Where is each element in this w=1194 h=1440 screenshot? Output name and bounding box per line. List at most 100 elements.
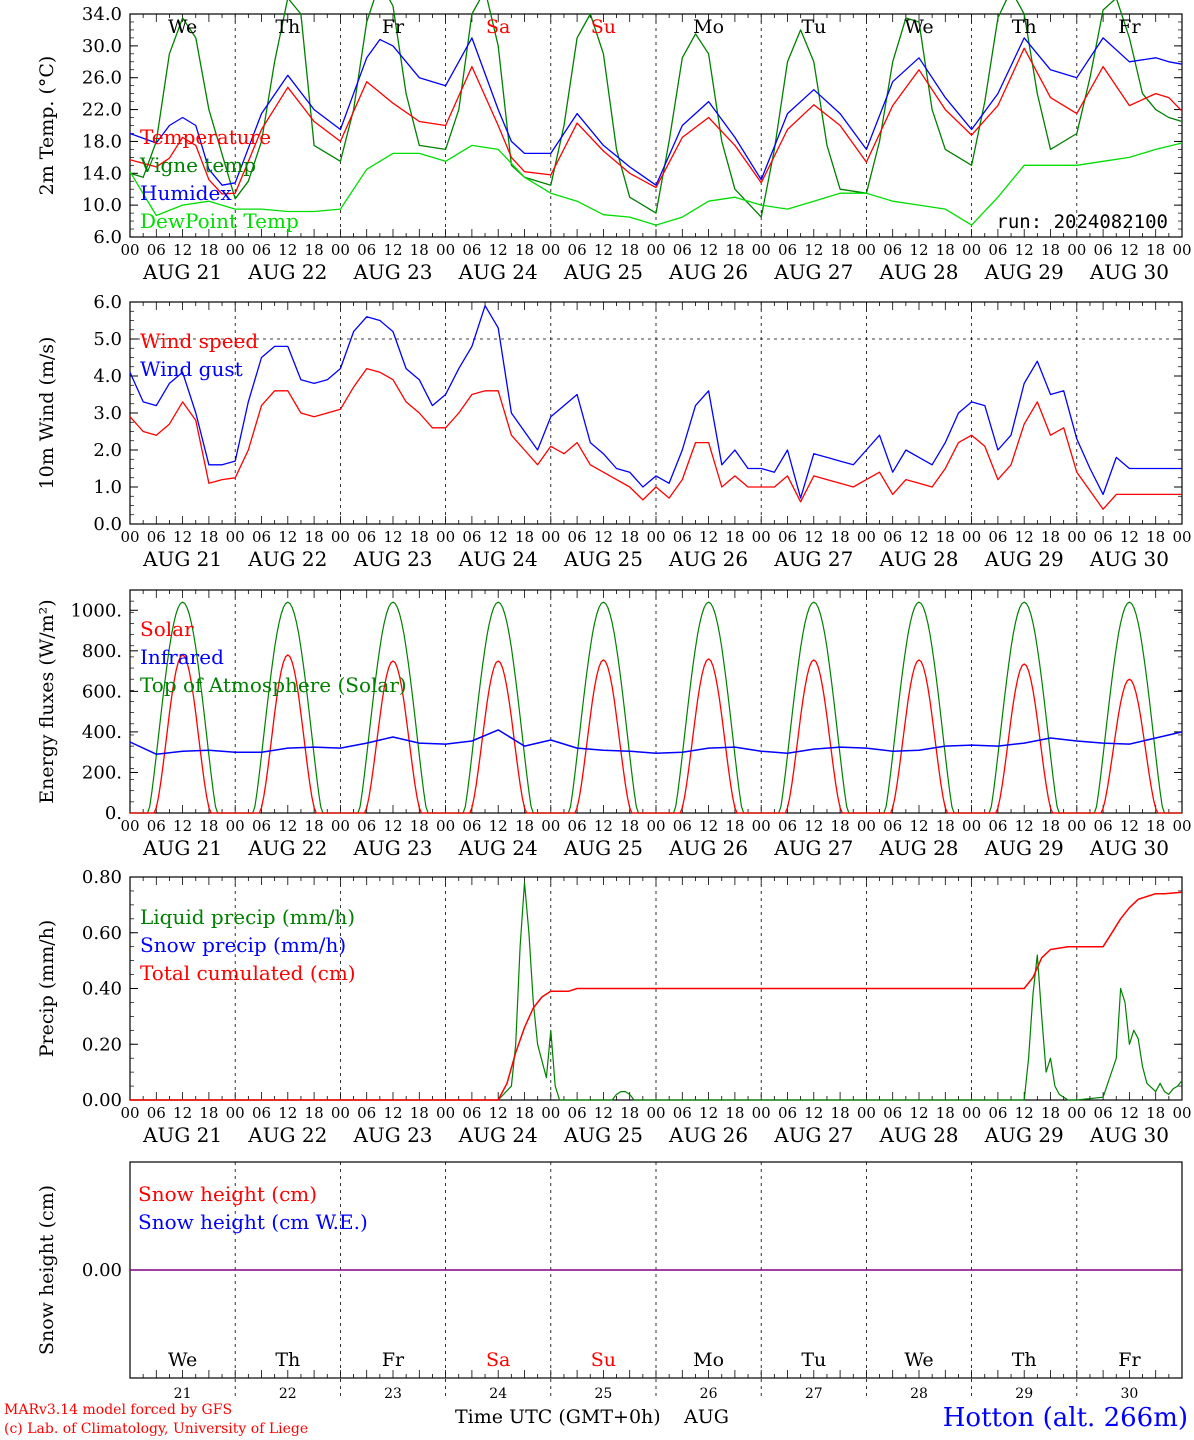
day-label: AUG 30 [1089,547,1169,571]
hour-label: 12 [1120,817,1139,835]
hour-label: 06 [988,817,1007,835]
hour-label: 00 [331,817,350,835]
day-label: AUG 24 [458,1123,538,1147]
y-tick-label: 0.00 [82,1260,122,1281]
hour-label: 06 [462,817,481,835]
hour-label: 18 [831,817,850,835]
day-label: AUG 28 [878,1123,958,1147]
hour-label: 18 [515,1104,534,1122]
hour-label: 06 [357,1104,376,1122]
hour-label: 00 [541,1104,560,1122]
legend-wind-gust: Wind gust [140,357,243,381]
hour-label: 12 [278,1104,297,1122]
hour-label: 18 [1041,241,1060,259]
hour-label: 00 [541,528,560,546]
weekday-label: Th [1012,16,1037,38]
hour-label: 00 [541,817,560,835]
hour-label: 18 [305,528,324,546]
hour-label: 18 [1041,1104,1060,1122]
legend-dewpoint-temp: DewPoint Temp [140,209,299,233]
hour-label: 18 [831,528,850,546]
hour-label: 00 [120,817,139,835]
day-number: 22 [279,1386,297,1402]
month-label: AUG [683,1406,729,1428]
hour-label: 06 [883,1104,902,1122]
y-axis-title: Snow height (cm) [36,1185,58,1355]
day-label: AUG 29 [984,260,1064,284]
hour-label: 18 [936,241,955,259]
x-labels-1: 00 06 12 18 00 06 12 18 00 06 12 18 00 06 12 18 00 06 12 18… [120,241,1191,284]
panel-2 [129,301,1183,525]
series-line-solar [130,654,1182,814]
hour-label: 06 [673,817,692,835]
y-tick-label: 600. [82,681,122,702]
hour-label: 00 [226,1104,245,1122]
hour-label: 12 [489,528,508,546]
hour-label: 06 [568,241,587,259]
hour-label: 12 [489,241,508,259]
day-number: 30 [1120,1386,1138,1402]
hour-label: 00 [436,817,455,835]
day-number: 25 [594,1386,612,1402]
series-line-wind-speed [129,367,1182,510]
y-tick-label: 30.0 [82,36,122,57]
legend-total-cumulated-cm: Total cumulated (cm) [140,961,356,985]
hour-label: 12 [594,1104,613,1122]
day-label: AUG 22 [247,260,327,284]
hour-label: 06 [988,528,1007,546]
weekday-label: We [904,1349,933,1371]
day-label: AUG 28 [878,260,958,284]
x-labels-4: 00 06 12 18 00 06 12 18 00 06 12 18 00 06 12 18 00 06 12 18… [120,1104,1191,1147]
hour-label: 12 [383,1104,402,1122]
hour-label: 18 [410,1104,429,1122]
day-label: AUG 22 [247,1123,327,1147]
hour-label: 00 [646,241,665,259]
day-label: AUG 30 [1089,260,1169,284]
hour-label: 18 [199,241,218,259]
day-number: 26 [700,1386,718,1402]
hour-label: 06 [673,1104,692,1122]
y-tick-label: 1.0 [93,477,122,498]
hour-label: 00 [857,528,876,546]
hour-label: 06 [778,1104,797,1122]
hour-label: 00 [857,241,876,259]
temperature-series: Temperature Vigne temp Humidex DewPoint Tem… [129,0,1183,233]
hour-label: 06 [147,1104,166,1122]
weekday-label: We [168,1349,197,1371]
weekday-label: Tu [801,16,826,38]
y-tick-label: 1000. [70,600,122,621]
hour-label: 18 [620,1104,639,1122]
hour-label: 00 [1067,528,1086,546]
weekday-label: Fr [382,1349,405,1371]
hour-label: 00 [226,817,245,835]
series-line-humidex [129,37,1183,186]
day-label: AUG 24 [458,260,538,284]
hour-label: 18 [410,817,429,835]
panel-1 [129,13,1183,238]
series-line-liquid-precip [130,881,1183,1101]
hour-label: 06 [883,528,902,546]
day-label: AUG 23 [352,260,432,284]
day-label: AUG 26 [668,547,748,571]
hour-label: 18 [620,241,639,259]
hour-label: 00 [962,1104,981,1122]
day-label: AUG 21 [142,260,222,284]
day-label: AUG 21 [142,547,222,571]
hour-label: 12 [1015,528,1034,546]
hour-label: 18 [305,241,324,259]
hour-label: 00 [1067,817,1086,835]
hour-label: 00 [646,817,665,835]
y-tick-label: 0.40 [82,979,122,1000]
hour-label: 18 [725,817,744,835]
hour-label: 12 [278,241,297,259]
hour-label: 06 [357,241,376,259]
day-label: AUG 23 [352,836,432,860]
day-number: 27 [805,1386,823,1402]
hour-label: 12 [489,817,508,835]
hour-label: 06 [568,817,587,835]
day-number: 23 [384,1386,402,1402]
hour-label: 06 [988,1104,1007,1122]
hour-label: 06 [883,817,902,835]
hour-label: 00 [1067,1104,1086,1122]
